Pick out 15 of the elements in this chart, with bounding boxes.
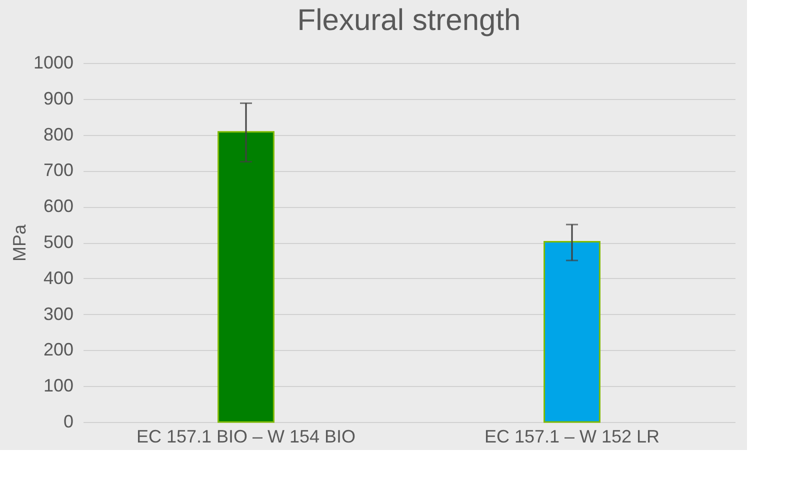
y-tick-label: 900 xyxy=(43,88,74,108)
y-tick-label: 600 xyxy=(43,196,74,216)
y-tick-label: 0 xyxy=(63,412,74,432)
y-axis-title: MPa xyxy=(9,224,30,262)
x-tick-label: EC 157.1 BIO – W 154 BIO xyxy=(136,426,356,446)
y-tick-label: 300 xyxy=(43,304,74,324)
y-tick-label: 400 xyxy=(43,268,74,288)
y-tick-label: 200 xyxy=(43,340,74,360)
y-tick-label: 1000 xyxy=(33,52,74,72)
y-tick-label: 800 xyxy=(43,124,74,144)
x-tick-label: EC 157.1 – W 152 LR xyxy=(484,426,660,446)
chart-title: Flexural strength xyxy=(297,4,521,37)
y-tick-label: 500 xyxy=(43,232,74,252)
y-tick-label: 100 xyxy=(43,376,74,396)
y-tick-label: 700 xyxy=(43,160,74,180)
